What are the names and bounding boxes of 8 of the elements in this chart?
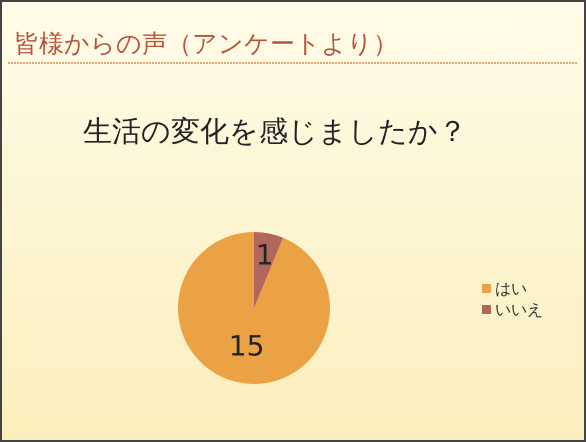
legend-label: はい — [495, 279, 527, 298]
data-label: 1 — [256, 238, 274, 272]
chart-subtitle: 生活の変化を感じましたか？ — [82, 113, 468, 150]
data-label: 15 — [228, 329, 264, 362]
legend-label: いいえ — [495, 300, 543, 319]
pie-slice — [178, 232, 330, 384]
pie-slice — [254, 232, 284, 308]
chart-title: 皆様からの声（アンケートより） — [14, 29, 398, 58]
